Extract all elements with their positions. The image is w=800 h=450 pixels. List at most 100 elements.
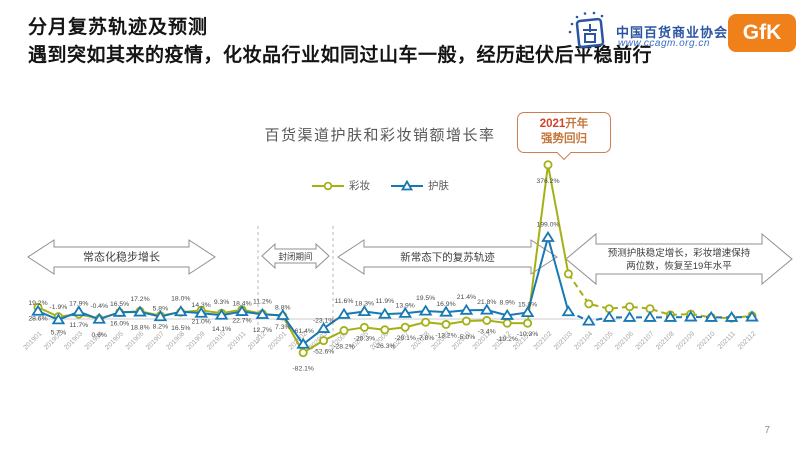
- data-label: 11.2%: [253, 298, 272, 305]
- data-label: 199.0%: [536, 221, 559, 228]
- chart-legend: 彩妆 护肤: [0, 178, 760, 193]
- data-label: 15.8%: [518, 302, 537, 309]
- data-label: 376.2%: [536, 178, 559, 185]
- svg-text:202111: 202111: [717, 330, 737, 350]
- data-label: 21.8%: [477, 299, 496, 306]
- data-label: 11.6%: [335, 298, 354, 305]
- triangle-marker-icon: [390, 179, 424, 192]
- skincare-marker: [51, 313, 66, 325]
- skincare-marker: [357, 304, 372, 316]
- svg-text:202107: 202107: [634, 330, 655, 351]
- data-label: -23.1%: [313, 317, 335, 324]
- chart-title: 百货渠道护肤和彩妆销额增长率: [264, 127, 496, 144]
- skincare-marker: [92, 312, 107, 324]
- data-label: -61.4%: [292, 328, 314, 335]
- skincare-marker: [235, 304, 249, 316]
- skincare-marker: [255, 307, 270, 319]
- data-label: 22.7%: [232, 318, 251, 325]
- legend-item-makeup: 彩妆: [311, 178, 370, 193]
- skincare-marker: [398, 306, 413, 318]
- makeup-marker: [584, 299, 594, 309]
- skincare-marker: [724, 310, 739, 322]
- data-label: -0.4%: [90, 303, 108, 310]
- data-label: -3.4%: [478, 328, 496, 335]
- data-label: 8.2%: [153, 324, 169, 331]
- skincare-marker: [275, 308, 290, 320]
- makeup-marker: [339, 326, 349, 336]
- skincare-marker: [439, 305, 453, 317]
- gfk-logo: GfK: [728, 14, 796, 52]
- data-label: 16.0%: [110, 320, 129, 327]
- svg-text:两位数，恢复至19年水平: 两位数，恢复至19年水平: [626, 260, 732, 272]
- skincare-marker: [683, 310, 698, 322]
- data-label: 21.4%: [457, 294, 476, 301]
- skincare-marker: [500, 308, 515, 320]
- skincare-marker: [745, 310, 759, 322]
- data-label: 12.7%: [253, 327, 272, 334]
- skincare-marker: [173, 305, 188, 317]
- makeup-marker: [523, 318, 533, 328]
- skincare-marker: [479, 303, 494, 315]
- data-label: 8.9%: [499, 299, 515, 306]
- skincare-marker: [622, 310, 637, 322]
- makeup-marker: [461, 316, 471, 326]
- callout-2021-comeback: 2021开年 强势回归: [517, 112, 611, 160]
- svg-text:预测护肤稳定增长，彩妆增速保持: 预测护肤稳定增长，彩妆增速保持: [608, 247, 751, 259]
- circle-marker-icon: [311, 180, 345, 192]
- data-label: 17.2%: [130, 296, 149, 303]
- data-label: -7.8%: [417, 335, 435, 342]
- skincare-marker: [663, 310, 678, 322]
- makeup-marker: [502, 318, 512, 328]
- data-label: 0.6%: [91, 332, 107, 339]
- legend-label-skincare: 护肤: [428, 180, 449, 192]
- data-label: 28.6%: [28, 315, 47, 322]
- data-label: -5.0%: [458, 334, 476, 341]
- legend-label-makeup: 彩妆: [349, 180, 370, 192]
- phase-arrow-steady-growth: 常态化稳步增长: [27, 239, 216, 275]
- data-label: 19.5%: [416, 295, 435, 302]
- skincare-marker: [214, 308, 229, 320]
- page-title: 分月复苏轨迹及预测: [28, 17, 209, 38]
- svg-text:202112: 202112: [737, 330, 758, 351]
- svg-text:202110: 202110: [696, 330, 717, 351]
- data-label: 5.8%: [153, 306, 169, 313]
- skincare-marker: [643, 310, 657, 322]
- skincare-marker: [194, 306, 209, 318]
- skincare-marker: [541, 230, 555, 242]
- data-label: -10.3%: [517, 331, 539, 338]
- data-label: 18.8%: [130, 324, 149, 331]
- data-label: 14.3%: [192, 302, 211, 309]
- phase-arrow-recovery: 新常态下的复苏轨迹: [337, 239, 558, 275]
- association-logo: 中国百货商业协会 www.ccagm.org.cn: [566, 8, 729, 56]
- data-label: 9.3%: [214, 299, 230, 306]
- svg-text:202103: 202103: [553, 330, 574, 351]
- data-label: 16.5%: [110, 301, 129, 308]
- data-label: 16.5%: [171, 325, 190, 332]
- page-number: 7: [764, 425, 770, 436]
- svg-text:202108: 202108: [655, 330, 676, 351]
- data-label: 11.9%: [375, 298, 394, 305]
- makeup-marker: [543, 160, 553, 170]
- skincare-marker: [704, 310, 719, 322]
- association-name: 中国百货商业协会: [616, 25, 729, 40]
- svg-text:201911: 201911: [227, 330, 248, 351]
- svg-text:201909: 201909: [186, 330, 207, 351]
- series-skincare: 19.2%-1.9% 17.9% -0.4% 16.5%17.2%5.8%18.0%1…: [28, 221, 759, 349]
- svg-text:202106: 202106: [614, 330, 635, 351]
- skincare-marker: [520, 306, 535, 318]
- data-label: 7.3%: [275, 324, 291, 331]
- data-label: -13.2%: [435, 332, 457, 339]
- svg-text:202105: 202105: [594, 330, 615, 351]
- makeup-marker: [359, 322, 369, 332]
- data-label: 16.9%: [436, 301, 455, 308]
- association-logo-icon: [568, 11, 605, 49]
- svg-text:202104: 202104: [573, 330, 594, 351]
- data-label: 19.2%: [28, 300, 47, 307]
- association-url: www.ccagm.org.cn: [618, 38, 710, 49]
- callout-line1-rest: 开年: [565, 118, 589, 130]
- data-label: -20.3%: [354, 335, 376, 342]
- data-label: -20.1%: [394, 335, 416, 342]
